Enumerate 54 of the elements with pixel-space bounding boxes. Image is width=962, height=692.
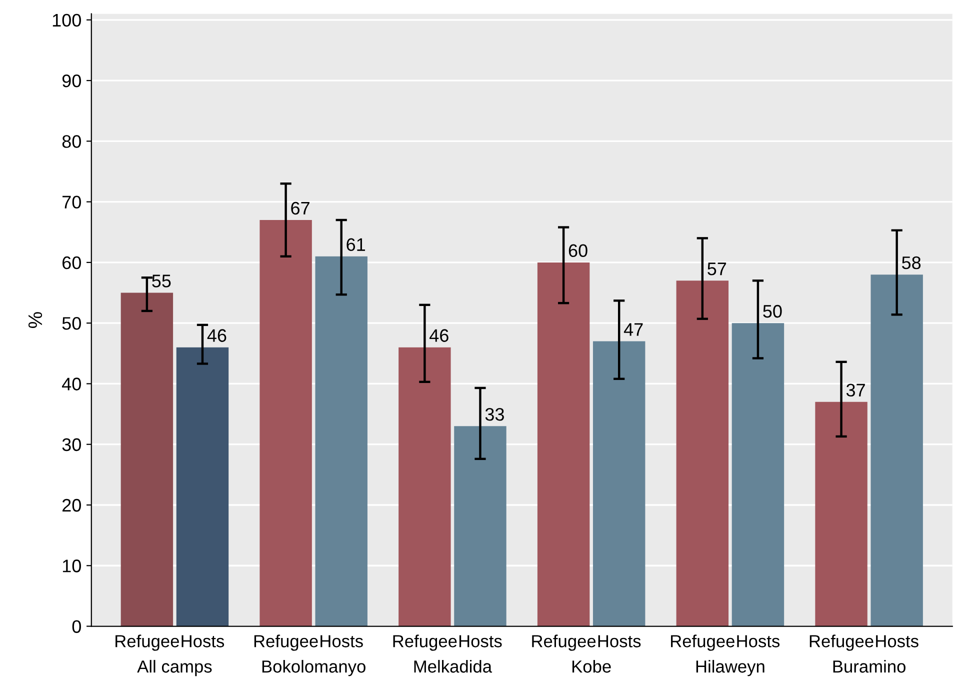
- text: Refugee: [810, 634, 874, 651]
- bar: [537, 262, 590, 626]
- y-tick-label: 20: [62, 498, 81, 512]
- bar: [870, 274, 923, 626]
- y-tick-label: 100: [52, 14, 81, 27]
- x-tick-label: Melkadida: [414, 660, 492, 673]
- x-tick-label: Hilaweyn: [696, 660, 764, 676]
- bar: [815, 402, 868, 626]
- data-label: 46: [207, 329, 226, 342]
- data-label: 55: [152, 274, 171, 288]
- bar: [120, 292, 174, 626]
- text: Refugee: [254, 634, 318, 651]
- data-label: 37: [846, 384, 865, 397]
- y-axis-title: %: [28, 312, 42, 328]
- x-tick-label: Bokolomanyo: [262, 660, 366, 676]
- bar: [592, 341, 646, 626]
- text: Refugee: [671, 634, 734, 651]
- bar: [398, 347, 451, 626]
- text: Hosts: [737, 635, 780, 648]
- y-tick-label: 50: [62, 317, 81, 330]
- y-tick-label: 80: [62, 135, 81, 148]
- text: Hosts: [320, 635, 363, 648]
- text: Refugee: [532, 634, 596, 651]
- text: Refugee: [116, 634, 179, 651]
- bar: [676, 280, 729, 626]
- y-tick-label: 90: [62, 74, 81, 88]
- y-tick-label: 40: [62, 378, 81, 390]
- series-label: Refugee: [393, 634, 457, 651]
- text: Hosts: [598, 635, 641, 648]
- data-label: 46: [430, 329, 448, 342]
- bar: [176, 347, 229, 626]
- data-label: 33: [485, 408, 504, 421]
- bar: [315, 256, 368, 626]
- bar: [454, 426, 506, 626]
- data-label: 47: [624, 323, 643, 336]
- y-tick-label: 0: [72, 620, 81, 633]
- y-tick-label: 30: [62, 438, 81, 452]
- y-tick-label: 60: [62, 256, 81, 270]
- x-tick-label: Kobe: [572, 660, 611, 673]
- data-label: 67: [291, 202, 310, 215]
- y-tick-label: 10: [62, 560, 81, 572]
- text: Hosts: [459, 635, 502, 648]
- data-label: 60: [568, 244, 588, 258]
- bar: [732, 323, 784, 626]
- bar: [260, 220, 312, 626]
- data-label: 57: [708, 262, 726, 276]
- x-tick-label: All camps: [137, 660, 212, 676]
- data-label: 58: [902, 256, 921, 270]
- y-tick-label: 70: [62, 196, 81, 209]
- x-tick-label: Buramino: [833, 660, 906, 673]
- data-label: 61: [346, 238, 365, 251]
- text: Hosts: [876, 635, 918, 648]
- data-label: 50: [763, 304, 782, 318]
- series-label: Hosts: [182, 635, 224, 648]
